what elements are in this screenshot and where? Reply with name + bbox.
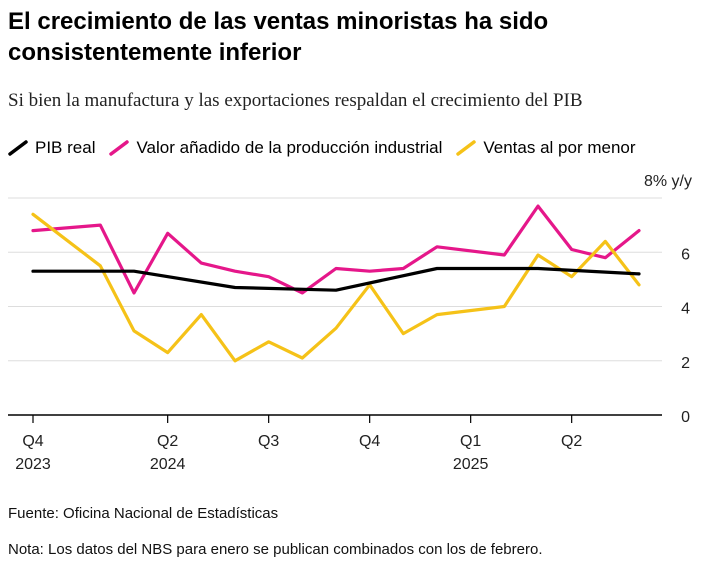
legend-swatch-retail (456, 140, 477, 156)
legend-item-industrial: Valor añadido de la producción industria… (109, 138, 442, 158)
chart-title: El crecimiento de las ventas minoristas … (8, 8, 549, 66)
x-tick-label: Q4 (359, 433, 380, 450)
legend-label-retail: Ventas al por menor (483, 138, 636, 157)
legend-swatch-gdp (8, 140, 28, 156)
x-tick-label: Q4 (22, 433, 43, 450)
y-tick-label: 2 (681, 355, 690, 372)
y-tick-label: 6 (681, 246, 690, 263)
x-tick-year-label: 2024 (150, 456, 186, 473)
y-tick-label: 0 (681, 409, 690, 426)
legend: PIB real Valor añadido de la producción … (8, 138, 650, 158)
series-line-industrial (31, 204, 641, 295)
x-tick-label: Q1 (460, 433, 481, 450)
legend-label-gdp: PIB real (35, 138, 96, 157)
legend-item-retail: Ventas al por menor (456, 138, 636, 158)
legend-label-industrial: Valor añadido de la producción industria… (136, 138, 443, 157)
x-tick-year-label: 2023 (15, 456, 51, 473)
y-unit-label: 8% y/y (644, 173, 692, 190)
series-line-retail (31, 212, 641, 363)
x-tick-year-label: 2025 (453, 456, 489, 473)
series-line-gdp (31, 266, 641, 292)
x-tick-label: Q2 (157, 433, 178, 450)
chart-subtitle: Si bien la manufactura y las exportacion… (8, 90, 583, 111)
source-note: Fuente: Oficina Nacional de Estadísticas (8, 505, 279, 522)
y-tick-label: 4 (681, 301, 690, 318)
footnote: Nota: Los datos del NBS para enero se pu… (8, 541, 543, 558)
legend-swatch-industrial (109, 140, 130, 156)
legend-item-gdp: PIB real (8, 138, 95, 158)
x-tick-label: Q2 (561, 433, 582, 450)
x-tick-label: Q3 (258, 433, 279, 450)
